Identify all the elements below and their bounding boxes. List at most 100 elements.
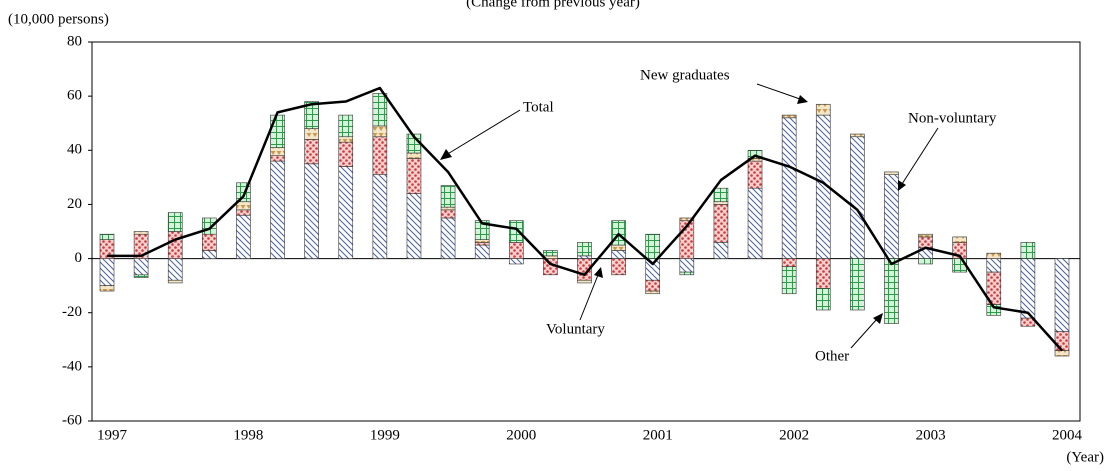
bar-segment <box>99 233 115 240</box>
y-tick-label: 60 <box>67 88 82 104</box>
bar-segment <box>850 133 865 138</box>
bar-segment <box>952 236 967 243</box>
x-tick-label: 1997 <box>97 427 128 443</box>
bar-segment <box>440 209 456 219</box>
total-line <box>107 86 1063 352</box>
bar-segment <box>406 152 422 159</box>
bar-segment <box>508 220 524 243</box>
bar-segment <box>474 239 490 243</box>
bar-segment <box>850 136 865 259</box>
bar-segment <box>338 141 354 167</box>
chart-subtitle: (Change from previous year) <box>466 0 640 10</box>
bar-segment <box>474 244 490 259</box>
bar-segment <box>474 220 490 240</box>
bar-segment <box>304 128 319 140</box>
annotation: New graduates <box>640 67 730 83</box>
bar-segment <box>167 212 183 232</box>
x-tick-label: 2002 <box>779 427 809 443</box>
bar-segment <box>304 101 319 129</box>
arrow-head <box>797 95 808 104</box>
annotations: Total New graduates Non-voluntary Volunt… <box>440 67 997 364</box>
x-tick-label: 2003 <box>916 427 946 443</box>
bar-segment <box>1020 242 1036 259</box>
x-tick-label: 2001 <box>643 427 673 443</box>
bar-segment <box>99 258 115 286</box>
annotation: Other <box>815 348 849 364</box>
annotation-arrow <box>756 83 801 100</box>
y-tick-label: 0 <box>75 250 83 266</box>
bar-segment <box>236 214 251 259</box>
bar-segment <box>611 250 626 259</box>
bar-segment <box>918 233 933 238</box>
bar-segment <box>577 279 592 284</box>
bar-segment <box>747 149 763 159</box>
y-tick-label: 40 <box>67 142 82 158</box>
bar-segment <box>270 160 285 259</box>
bar-segment <box>338 166 354 259</box>
bar-segment <box>338 136 354 143</box>
x-unit-label: (Year) <box>1066 449 1104 465</box>
arrow-head <box>594 267 603 278</box>
bar-segment <box>884 174 899 259</box>
bar-segment <box>850 258 865 311</box>
bar-segment <box>781 258 797 267</box>
bar-segment <box>918 258 933 265</box>
arrow-head <box>898 180 906 191</box>
bar-segment <box>440 206 456 211</box>
bar-segment <box>236 209 251 216</box>
bar-segment <box>372 125 388 138</box>
bar-segment <box>338 114 354 138</box>
bar-segment <box>645 258 661 281</box>
bar-segment <box>236 201 251 211</box>
bar-segment <box>679 217 695 221</box>
x-tick-label: 2004 <box>1052 427 1083 443</box>
bar-segment <box>611 244 626 251</box>
bar-segment <box>986 258 1002 273</box>
annotation-arrow <box>445 109 521 156</box>
bar-segment <box>815 258 831 289</box>
plot-area <box>92 86 1080 357</box>
bar-segment <box>1054 350 1070 357</box>
bar-segment <box>508 242 524 259</box>
bar-segment <box>645 233 661 259</box>
y-tick-label: -40 <box>62 358 82 374</box>
annotation: Voluntary <box>546 321 605 337</box>
bar-segment <box>440 217 456 259</box>
bar-segment <box>202 250 217 259</box>
bar-segment <box>1054 331 1070 351</box>
bar-segment <box>713 187 729 203</box>
bar-segment <box>645 290 661 295</box>
bar-segment <box>611 258 626 276</box>
bar-segment <box>815 103 831 116</box>
bar-segment <box>747 187 763 259</box>
annotation-arrow <box>579 274 599 321</box>
bar-segment <box>713 201 729 205</box>
bar-segment <box>577 255 592 259</box>
bar-segment <box>815 288 831 311</box>
bar-segment <box>781 117 797 259</box>
bar-segment <box>679 258 695 273</box>
bar-segment <box>202 217 217 235</box>
bar-segment <box>679 271 695 276</box>
bar-segment <box>372 174 388 259</box>
bar-segment <box>918 236 933 249</box>
bar-segment <box>713 204 729 243</box>
bar-segment <box>167 231 183 259</box>
bar-segment <box>270 114 285 148</box>
bar-segment <box>1054 258 1070 332</box>
bar-segment <box>406 193 422 259</box>
arrow-head <box>873 313 883 324</box>
bar-segment <box>986 304 1002 316</box>
annotation-arrow <box>850 318 878 349</box>
bar-segment <box>372 136 388 175</box>
bar-segment <box>440 185 456 208</box>
y-tick-label: 20 <box>67 196 82 212</box>
bar-segment <box>406 158 422 194</box>
bar-segment <box>372 93 388 127</box>
bar-segment <box>99 285 115 292</box>
x-tick-label: 2000 <box>506 427 536 443</box>
x-tick-label: 1999 <box>370 427 400 443</box>
y-tick-label: 80 <box>67 33 82 49</box>
y-tick-label: -20 <box>62 304 82 320</box>
